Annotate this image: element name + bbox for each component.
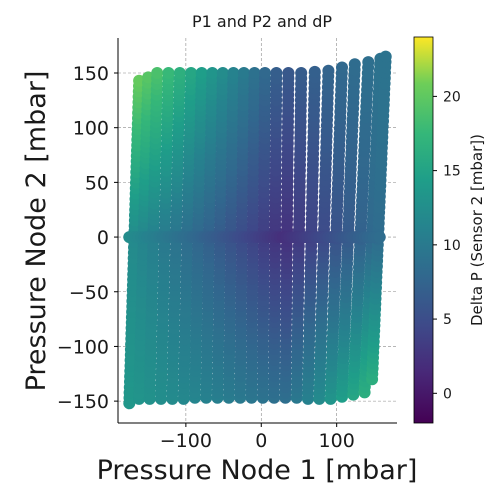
x-tick-label: 0 (255, 430, 267, 452)
data-point (322, 64, 335, 77)
chart-title: P1 and P2 and dP (192, 12, 332, 31)
data-point (237, 67, 250, 79)
scatter-points (123, 50, 392, 410)
data-point (216, 67, 229, 79)
x-axis-label: Pressure Node 1 [mbar] (97, 455, 418, 486)
data-point (373, 231, 386, 244)
data-point (295, 67, 308, 79)
data-point (248, 67, 261, 79)
data-point (379, 50, 392, 63)
colorbar-tick-label: 20 (443, 89, 461, 105)
data-point (162, 67, 175, 79)
x-ticks: −100 0 100 (160, 423, 355, 452)
data-point (142, 71, 155, 84)
y-tick-label: −50 (69, 282, 109, 304)
colorbar-tick-label: 15 (443, 164, 461, 180)
y-tick-label: 50 (85, 172, 109, 194)
data-point (348, 58, 361, 71)
colorbar-tick-label: 10 (443, 238, 461, 254)
data-point (259, 67, 271, 79)
data-point (173, 67, 186, 79)
data-point (336, 61, 348, 74)
x-tick-label: −100 (160, 430, 212, 452)
data-point (206, 67, 219, 79)
colorbar-tick-label: 0 (443, 386, 452, 402)
data-point (227, 67, 240, 79)
data-point (185, 67, 198, 79)
plot-axes (117, 38, 397, 424)
data-point (270, 67, 283, 79)
colorbar: 0 5 10 15 20 Delta P (Sensor 2 [mbar]) (413, 36, 486, 424)
colorbar-label: Delta P (Sensor 2 [mbar]) (468, 134, 486, 326)
data-point (362, 56, 375, 69)
colorbar-tick-label: 5 (443, 312, 452, 328)
y-tick-label: 100 (73, 118, 109, 140)
y-tick-label: 150 (73, 63, 109, 85)
data-point (151, 67, 164, 79)
data-point (308, 65, 321, 78)
data-point (282, 67, 295, 79)
y-ticks: −150 −100 −50 0 50 100 150 (57, 63, 118, 413)
y-tick-label: −100 (57, 336, 109, 358)
data-point (195, 67, 208, 79)
colorbar-ticks: 0 5 10 15 20 (433, 89, 461, 402)
x-tick-label: 100 (319, 430, 355, 452)
y-tick-label: 0 (97, 227, 109, 249)
y-tick-label: −150 (57, 391, 109, 413)
y-axis-label: Pressure Node 2 [mbar] (21, 71, 52, 392)
colorbar-gradient (413, 36, 434, 424)
